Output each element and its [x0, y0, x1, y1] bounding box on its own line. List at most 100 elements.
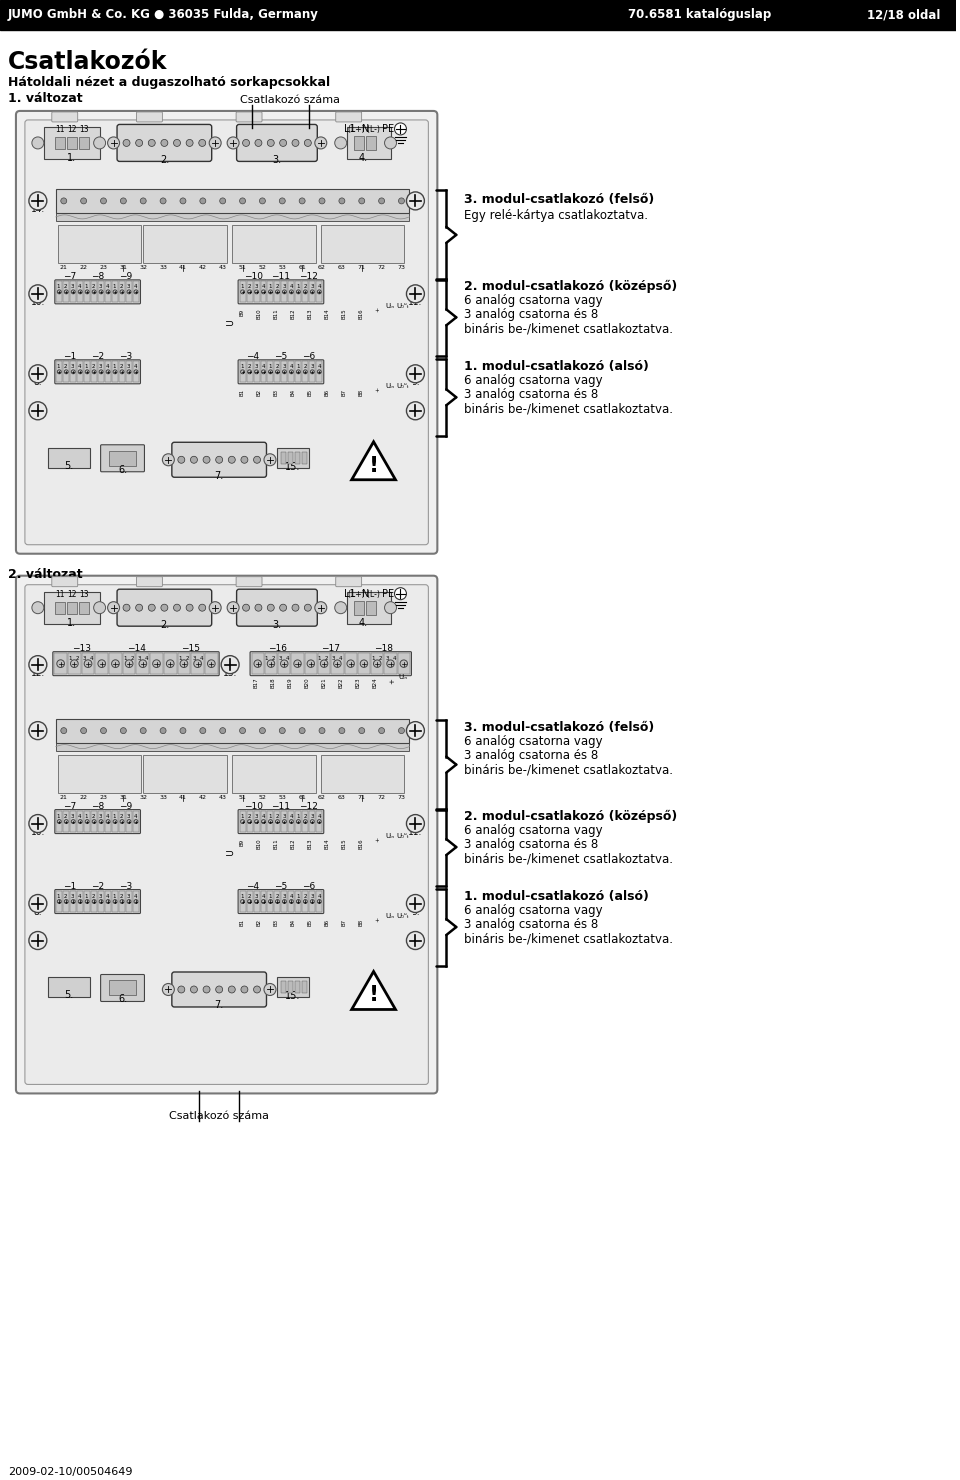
Text: 1  2  3  4: 1 2 3 4 [58, 814, 82, 818]
Text: 3 analóg csatorna és 8: 3 analóg csatorna és 8 [465, 308, 598, 321]
Circle shape [140, 728, 146, 734]
Circle shape [200, 728, 205, 734]
Text: −7: −7 [63, 272, 77, 281]
Circle shape [248, 820, 252, 823]
Circle shape [378, 198, 385, 204]
Bar [397, 653, 410, 675]
Bar [275, 891, 280, 912]
Bar [268, 281, 274, 302]
Text: B9: B9 [240, 309, 245, 315]
Circle shape [148, 604, 156, 611]
Bar [240, 891, 246, 912]
Circle shape [57, 660, 64, 667]
Bar [260, 361, 267, 382]
Circle shape [92, 820, 96, 823]
Text: B1: B1 [240, 389, 245, 397]
Bar [302, 891, 308, 912]
Bar [108, 451, 136, 466]
Text: 1  2  3  4: 1 2 3 4 [319, 656, 343, 660]
Text: (L+) (L-): (L+) (L-) [348, 124, 379, 133]
Circle shape [58, 370, 61, 374]
Text: 32: 32 [139, 795, 147, 799]
Text: 1  2  3  4: 1 2 3 4 [124, 656, 148, 660]
Circle shape [240, 728, 246, 734]
FancyBboxPatch shape [101, 445, 144, 472]
Bar [296, 281, 301, 302]
Bar [281, 281, 287, 302]
Circle shape [79, 290, 83, 295]
Bar [281, 361, 287, 382]
Circle shape [276, 820, 279, 823]
Circle shape [294, 660, 301, 667]
Bar [281, 451, 286, 463]
FancyBboxPatch shape [25, 120, 428, 545]
Text: 43: 43 [219, 795, 227, 799]
Text: −3: −3 [119, 882, 132, 891]
Circle shape [111, 660, 119, 667]
Text: −7: −7 [63, 802, 77, 811]
Bar [57, 891, 62, 912]
Circle shape [319, 198, 325, 204]
Bar [63, 811, 69, 832]
Bar [288, 891, 295, 912]
Circle shape [113, 900, 117, 903]
Circle shape [253, 456, 260, 463]
Text: 52: 52 [258, 795, 266, 799]
Text: B22: B22 [338, 678, 344, 688]
FancyBboxPatch shape [238, 889, 324, 913]
FancyBboxPatch shape [101, 974, 144, 1002]
Circle shape [395, 588, 406, 599]
Circle shape [101, 728, 107, 734]
Bar [91, 891, 97, 912]
FancyBboxPatch shape [55, 280, 140, 303]
Bar [70, 811, 76, 832]
Circle shape [180, 198, 186, 204]
Bar [247, 361, 252, 382]
Text: B17: B17 [253, 678, 258, 688]
Circle shape [107, 370, 110, 374]
Text: B3: B3 [274, 919, 278, 925]
Polygon shape [351, 971, 396, 1009]
Text: 73: 73 [397, 265, 405, 269]
Bar [276, 977, 309, 998]
Text: 3 analóg csatorna és 8: 3 analóg csatorna és 8 [465, 749, 598, 762]
Text: B9: B9 [240, 839, 245, 845]
Circle shape [79, 900, 83, 903]
Circle shape [279, 139, 287, 147]
Circle shape [264, 454, 276, 466]
Circle shape [99, 900, 103, 903]
Bar [347, 127, 391, 158]
Text: 31: 31 [119, 265, 128, 269]
Text: 2. változat: 2. változat [8, 568, 83, 580]
Circle shape [398, 198, 404, 204]
Bar [260, 891, 267, 912]
Circle shape [120, 728, 127, 734]
Text: 42: 42 [199, 265, 206, 269]
Circle shape [303, 900, 307, 903]
Circle shape [269, 290, 273, 295]
Circle shape [282, 370, 286, 374]
Circle shape [204, 986, 210, 993]
Bar [318, 653, 330, 675]
Text: 33: 33 [159, 795, 167, 799]
Text: 6 analóg csatorna vagy: 6 analóg csatorna vagy [465, 374, 603, 388]
Bar [240, 281, 246, 302]
Bar [84, 281, 90, 302]
Circle shape [127, 370, 131, 374]
Text: PE: PE [381, 124, 394, 133]
Text: +: + [375, 386, 380, 392]
Circle shape [359, 198, 365, 204]
Circle shape [70, 660, 78, 667]
Bar [345, 653, 357, 675]
Text: 1  2  3  4: 1 2 3 4 [297, 284, 321, 289]
FancyBboxPatch shape [53, 651, 219, 676]
Text: B12: B12 [290, 309, 296, 320]
Bar [136, 653, 149, 675]
Text: B12: B12 [290, 839, 296, 850]
Circle shape [85, 290, 89, 295]
Text: 10.: 10. [31, 827, 45, 836]
Circle shape [241, 290, 245, 295]
Bar [98, 811, 104, 832]
Bar [57, 281, 62, 302]
Circle shape [261, 290, 266, 295]
